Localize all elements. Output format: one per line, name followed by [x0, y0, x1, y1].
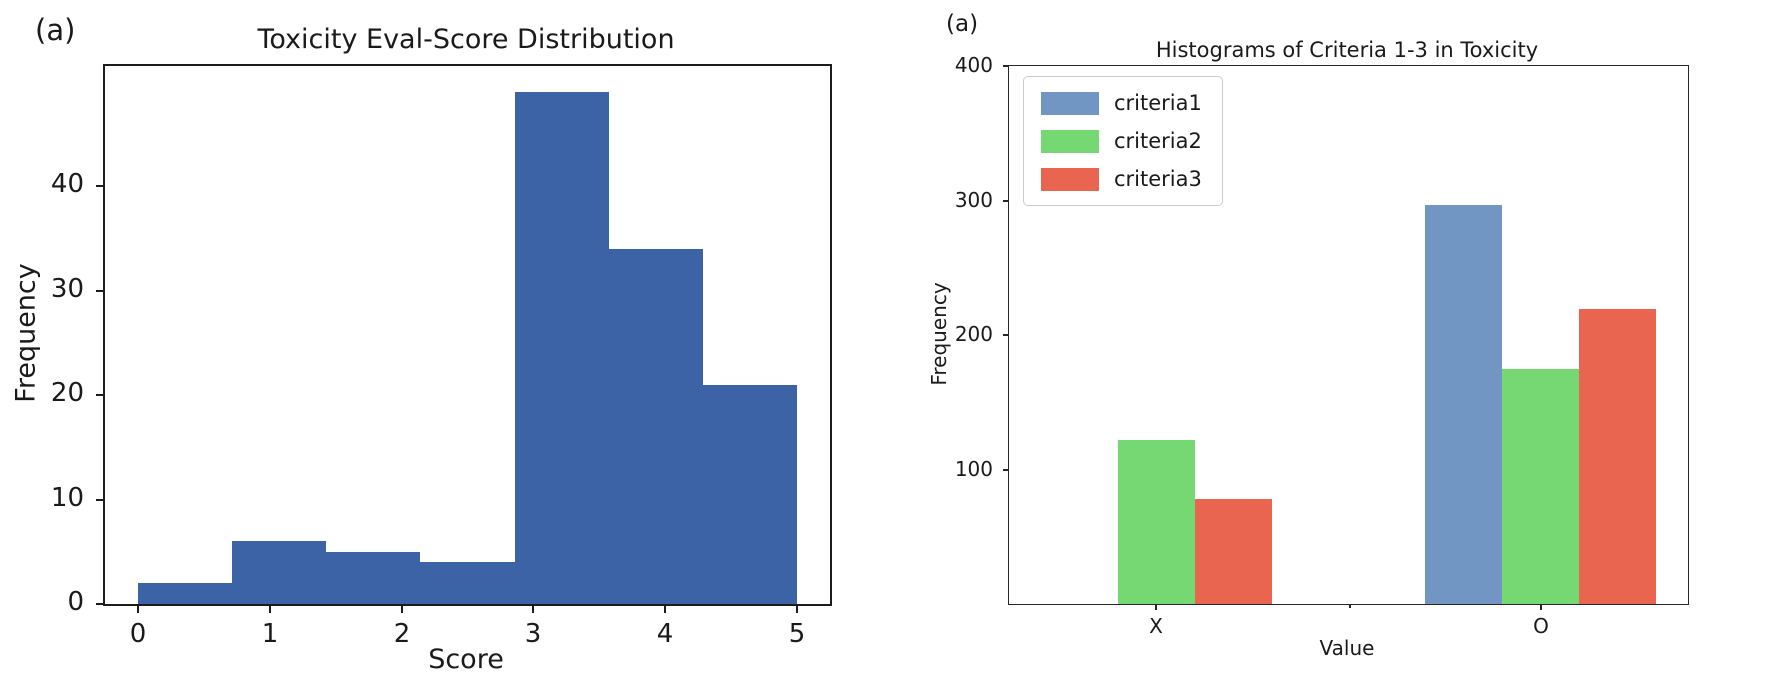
x-tick-label: O — [1533, 614, 1549, 638]
bar-criteria2-O — [1502, 369, 1579, 604]
y-tick — [1003, 65, 1009, 67]
x-tick — [137, 604, 139, 613]
legend-swatch-criteria3 — [1041, 167, 1099, 191]
histogram-bar — [609, 249, 703, 604]
legend-entry-criteria1: criteria1 — [1041, 84, 1202, 122]
x-tick-label: 3 — [524, 619, 542, 649]
histogram-bar — [232, 541, 326, 604]
x-tick — [269, 604, 271, 613]
y-tick-label: 10 — [50, 483, 84, 513]
x-tick — [1540, 604, 1542, 610]
left-x-axis-label: Score — [428, 644, 504, 674]
legend-label: criteria1 — [1114, 91, 1202, 115]
legend: criteria1 criteria2 criteria3 — [1023, 76, 1223, 206]
x-tick-label: 0 — [129, 619, 147, 649]
x-tick-label: X — [1149, 614, 1163, 638]
bar-criteria2-X — [1118, 440, 1195, 604]
y-tick — [96, 603, 105, 605]
x-tick — [1155, 604, 1157, 610]
left-chart-title: Toxicity Eval-Score Distribution — [257, 24, 675, 55]
legend-swatch-criteria1 — [1041, 91, 1099, 115]
histogram-bar — [420, 562, 515, 604]
x-tick — [401, 604, 403, 613]
y-tick-label: 30 — [50, 274, 84, 304]
left-plot-area: 0 1 2 3 4 5 0 10 20 30 40 — [51, 64, 832, 649]
x-minor-tick — [1349, 604, 1351, 608]
legend-entry-criteria2: criteria2 — [1041, 122, 1202, 160]
y-tick-label: 300 — [954, 188, 993, 212]
x-tick-label: 5 — [788, 619, 806, 649]
y-tick-label: 20 — [50, 378, 84, 408]
right-plot-area: X O 100 200 300 400 criteria1 criteria2 criteria… — [955, 53, 1689, 638]
x-tick-label: 2 — [393, 619, 411, 649]
x-tick — [664, 604, 666, 613]
x-tick — [532, 604, 534, 613]
y-tick — [1003, 200, 1009, 202]
histogram-bar — [515, 92, 609, 604]
y-tick-label: 400 — [954, 53, 993, 77]
y-tick — [96, 394, 105, 396]
panel-label-right: (a) — [946, 11, 979, 37]
histogram-bar — [138, 583, 232, 604]
legend-swatch-criteria2 — [1041, 129, 1099, 153]
x-tick-label: 4 — [656, 619, 674, 649]
legend-entry-criteria3: criteria3 — [1041, 160, 1202, 198]
y-tick — [1003, 469, 1009, 471]
bar-criteria1-O — [1425, 205, 1502, 604]
histogram-bar — [326, 552, 420, 604]
y-tick — [96, 185, 105, 187]
right-chart-title: Histograms of Criteria 1-3 in Toxicity — [1155, 38, 1539, 62]
y-tick-label: 0 — [67, 587, 84, 617]
y-tick — [96, 290, 105, 292]
y-tick-label: 40 — [50, 169, 84, 199]
legend-label: criteria2 — [1114, 129, 1202, 153]
y-tick — [96, 499, 105, 501]
y-tick-label: 200 — [954, 322, 993, 346]
x-tick-label: 1 — [261, 619, 279, 649]
x-tick — [796, 604, 798, 613]
y-tick — [1003, 334, 1009, 336]
bar-criteria3-X — [1195, 499, 1272, 604]
legend-label: criteria3 — [1114, 167, 1202, 191]
histogram-bar — [703, 385, 797, 604]
bar-criteria3-O — [1579, 309, 1656, 604]
panel-label-left: (a) — [35, 13, 76, 47]
y-tick-label: 100 — [954, 457, 993, 481]
right-x-axis-label: Value — [1319, 636, 1375, 660]
